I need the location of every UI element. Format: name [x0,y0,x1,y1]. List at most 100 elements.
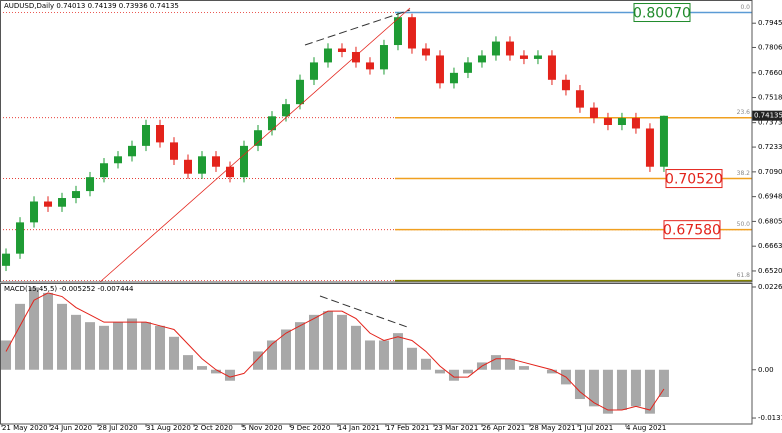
divergence-line [319,295,411,329]
candle-body [617,118,626,126]
y-tick-label: 0.76605 [758,69,782,77]
macd-bar [350,325,361,370]
x-tick-label: 28 May 2021 [530,424,576,432]
macd-bar [336,314,347,370]
macd-bar [15,303,26,370]
candle-body [128,145,137,157]
macd-bar [280,329,291,370]
candle-body [170,142,179,160]
candle-body [197,156,206,174]
candle-body [281,104,290,117]
macd-bar [504,358,515,370]
candle-body [435,55,444,84]
macd-bar [43,292,54,370]
fib-box [633,3,691,23]
fib-level-label: 38.2 [737,170,751,177]
macd-bar [99,325,110,370]
x-tick-label: 24 Jun 2020 [50,424,92,432]
x-tick-label: 17 Feb 2021 [386,424,430,432]
candle-body [421,48,430,56]
macd-bar [127,318,138,370]
x-tick-label: 14 Jan 2021 [338,424,380,432]
macd-bar [658,369,669,398]
candle-body [351,51,360,63]
x-tick-label: 2 Oct 2020 [194,424,233,432]
candle-body [603,118,612,126]
candle-body [365,62,374,70]
candle-body [533,55,542,59]
macd-bar [546,369,557,374]
candle-body [86,177,95,192]
divergence-line [304,9,411,46]
candle-body [267,116,276,131]
macd-bar [392,333,403,370]
x-tick-label: 1 Jul 2021 [578,424,613,432]
candle-body [72,191,81,199]
macd-bar [266,340,277,370]
fib-box-label: 0.70520 [665,172,723,188]
candle-body [519,55,528,59]
candle-body [100,163,109,178]
macd-bar [462,369,473,374]
y-tick-label: 0.00 [758,366,774,374]
candle-body [561,79,570,91]
chart-title: AUDUSD,Daily 0.74013 0.74139 0.73936 0.7… [4,2,179,10]
candle-body [575,90,584,108]
candle-body [156,125,165,143]
fib-level-label: 23.6 [737,109,751,116]
candle-body [253,130,262,146]
macd-bar [141,322,152,370]
y-tick-label: 0.79455 [758,19,782,27]
macd-bar [252,351,263,370]
macd-bar [183,355,193,370]
x-tick-label: 28 Jul 2020 [98,424,138,432]
candle-body [323,48,332,63]
fib-level-label: 50.0 [737,221,751,228]
macd-title: MACD(15,45,5) -0.005252 -0.007444 [4,285,134,293]
candle-body [211,156,220,167]
macd-bar [490,355,501,370]
candle-body [505,41,514,56]
macd-bar [378,340,389,370]
candle-body [477,55,486,63]
y-tick-label: 0.68055 [758,217,782,225]
candle-body [142,125,151,146]
candle-body [589,107,598,119]
macd-bar [518,366,529,370]
price-box [752,110,782,121]
candle-body [379,45,388,70]
fib-box [665,169,723,189]
macd-bar [224,369,235,381]
macd-bar [196,366,207,370]
macd-bar [169,336,180,370]
trend-line [99,7,411,283]
candle-body [337,48,346,52]
candle-body [225,166,234,178]
fib-box-label: 0.67580 [663,223,721,239]
x-tick-label: 4 Aug 2021 [626,424,666,432]
macd-bar [57,303,68,370]
candle-body [547,55,556,80]
fib-level-label: 0.0 [740,4,750,11]
candle-body [44,201,53,207]
candle-body [491,41,500,56]
macd-bar [155,325,166,370]
x-tick-label: 31 Aug 2020 [146,424,191,432]
candle-body [645,128,654,167]
candle-body [295,79,304,105]
macd-bar [29,287,40,370]
y-tick-label: -0.013189 [758,414,782,422]
candle-body [58,198,67,207]
macd-bar [85,322,96,370]
candle-body [16,222,25,254]
macd-bar [448,369,459,381]
y-tick-label: 0.65205 [758,267,782,275]
macd-bar [71,314,82,370]
main-frame [0,0,753,283]
